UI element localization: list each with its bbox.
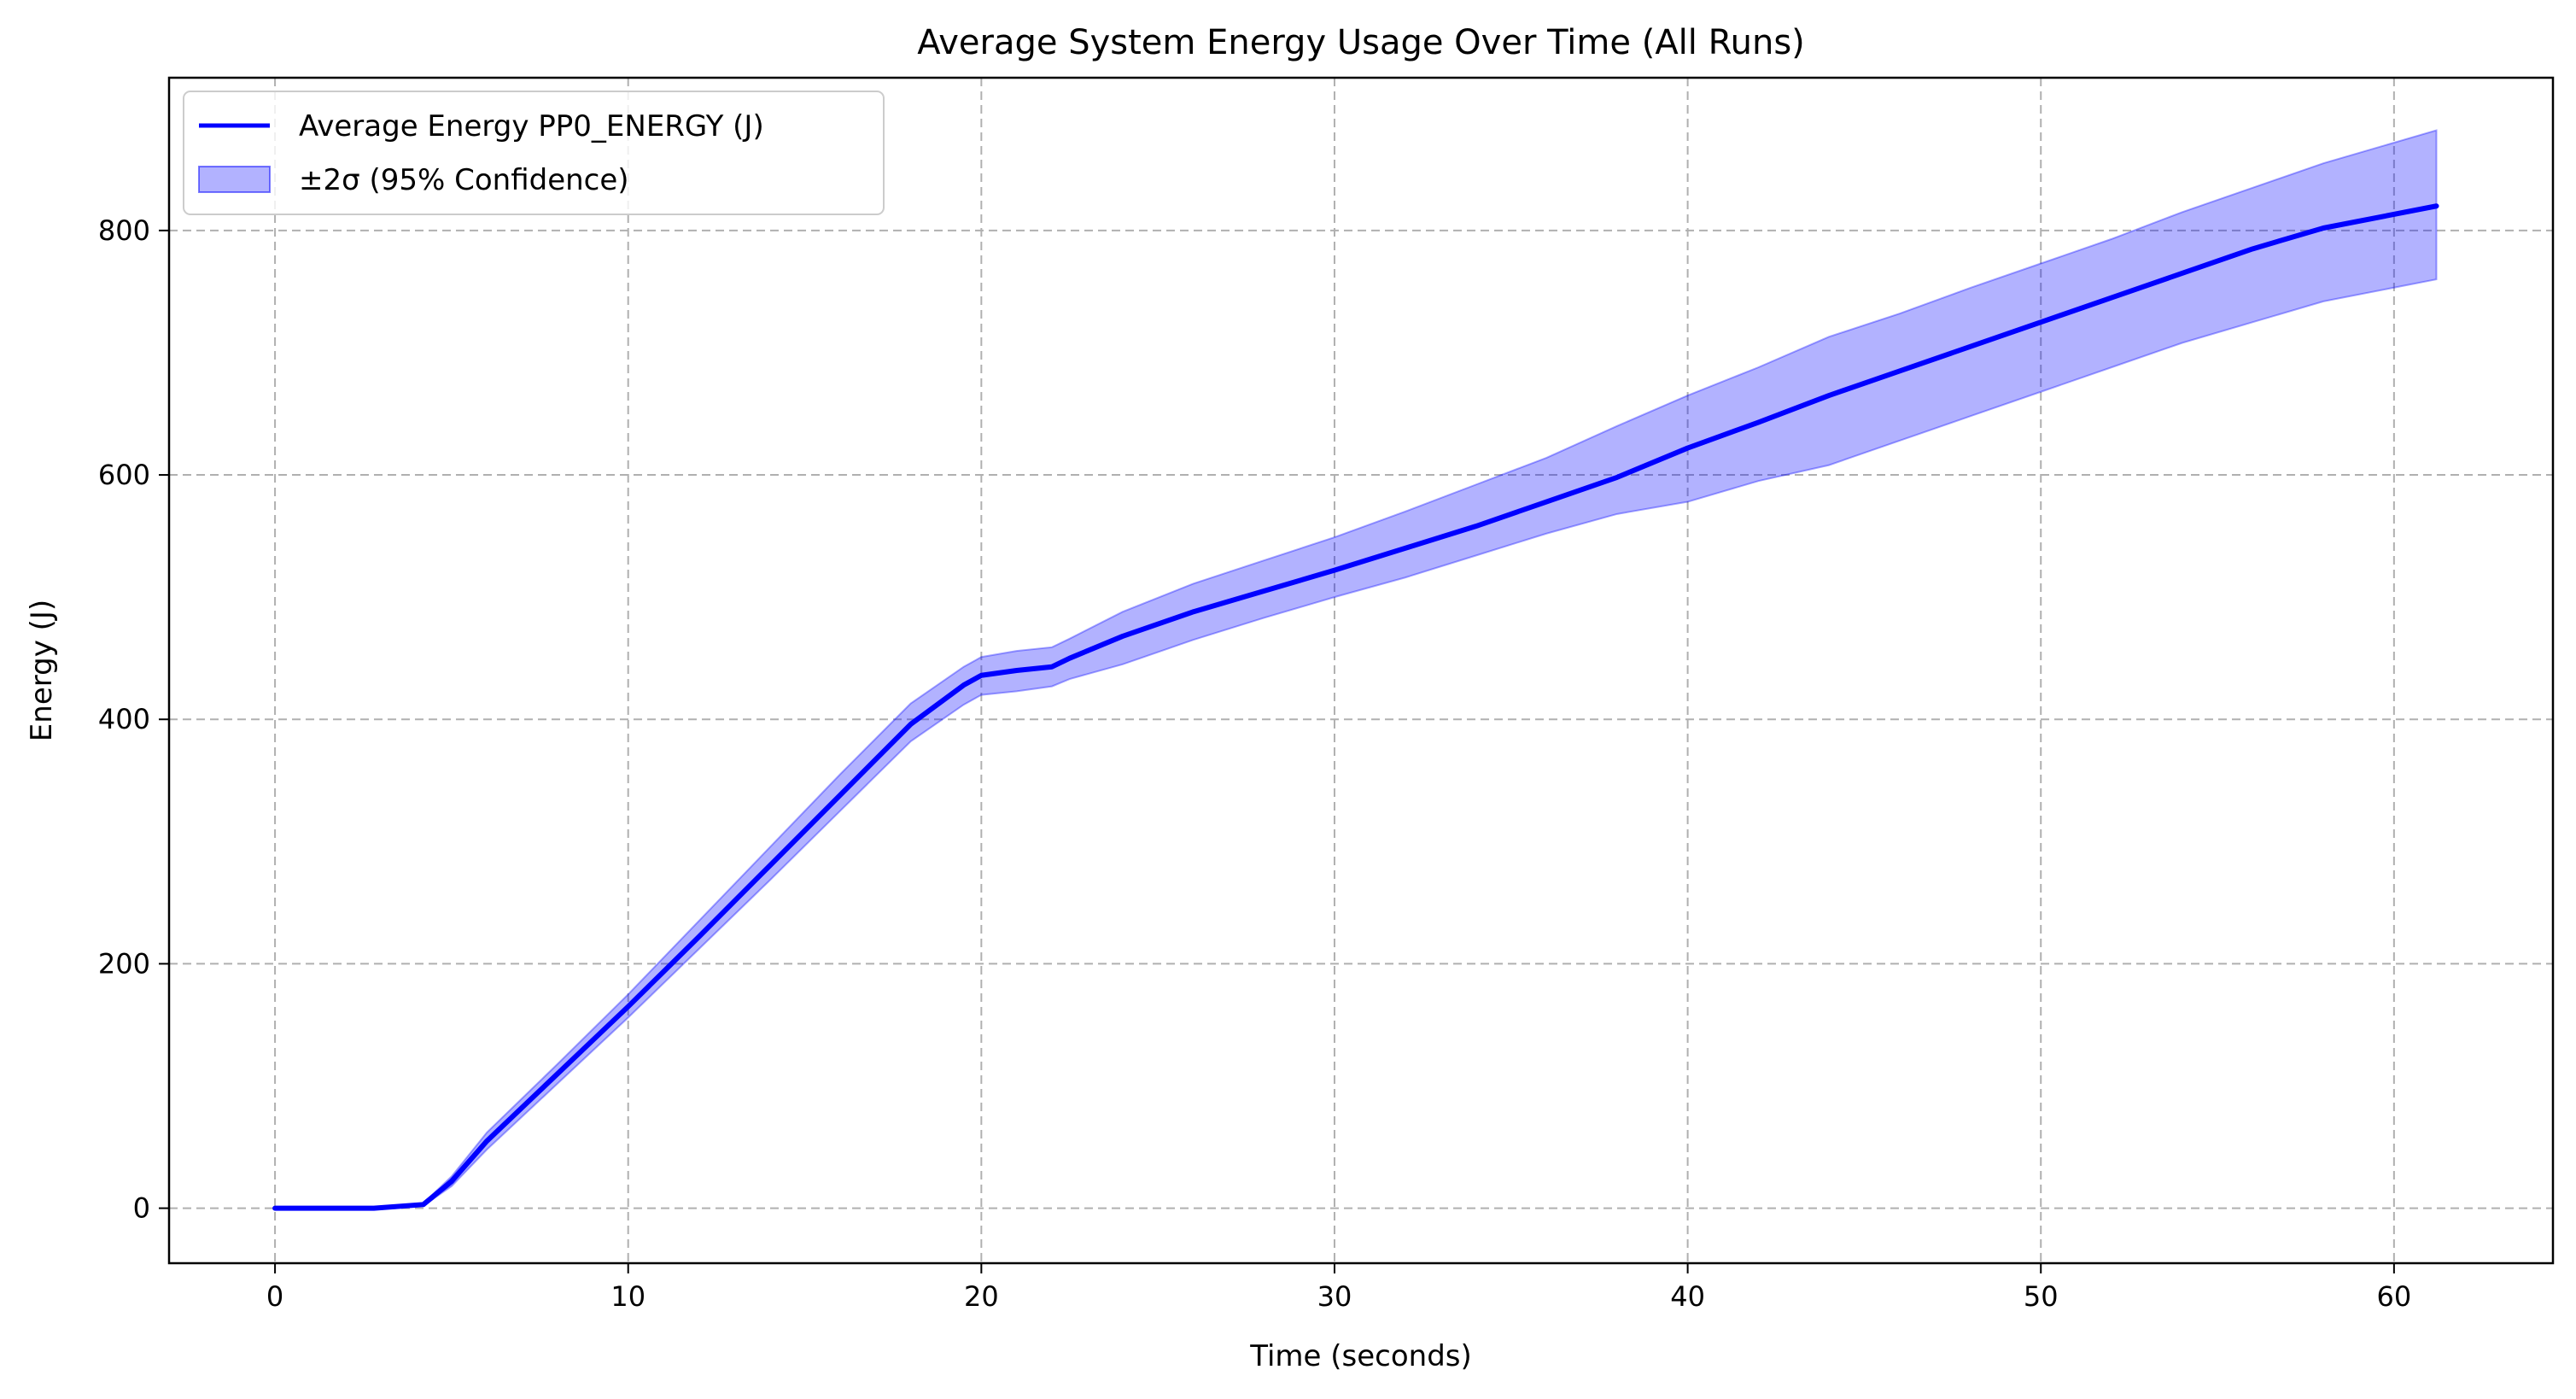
x-tick-label: 50 [2024, 1280, 2059, 1313]
x-axis-title: Time (seconds) [1249, 1339, 1472, 1373]
legend-band-swatch [198, 166, 271, 193]
y-tick-label: 200 [98, 947, 150, 980]
x-tick-label: 20 [964, 1280, 999, 1313]
legend-label-band: ±2σ (95% Confidence) [299, 163, 629, 197]
average-line-layer [272, 203, 2439, 1211]
y-axis-title: Energy (J) [25, 600, 59, 741]
y-tick-label: 800 [98, 214, 150, 247]
legend: Average Energy PP0_ENERGY (J) ±2σ (95% C… [183, 91, 885, 215]
legend-label-average: Average Energy PP0_ENERGY (J) [299, 109, 764, 143]
x-tick-label: 10 [610, 1280, 645, 1313]
chart-title: Average System Energy Usage Over Time (A… [917, 23, 1805, 62]
grid [169, 78, 2553, 1263]
x-tick-label: 0 [266, 1280, 283, 1313]
y-tick-label: 400 [98, 703, 150, 735]
y-tick-label: 600 [98, 459, 150, 491]
plot-frame [167, 76, 2555, 1265]
y-tick-label: 0 [133, 1192, 150, 1225]
x-tick-label: 60 [2377, 1280, 2412, 1313]
average-energy-line [272, 203, 2439, 1211]
x-tick-label: 40 [1670, 1280, 1705, 1313]
x-tick-label: 30 [1317, 1280, 1352, 1313]
legend-box [183, 91, 885, 215]
